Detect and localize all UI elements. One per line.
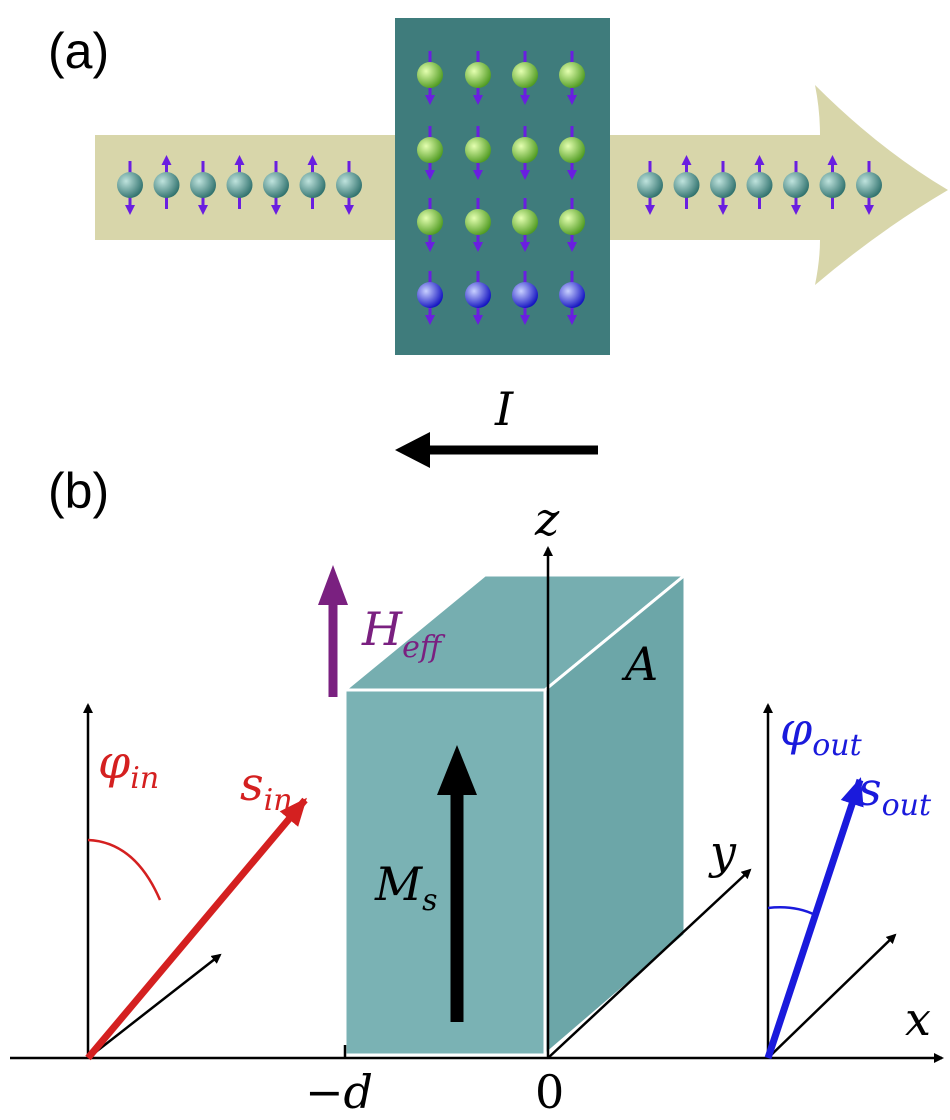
- spin-head: [198, 205, 208, 215]
- axis-label: 0: [535, 1065, 564, 1119]
- spin-head: [161, 155, 172, 165]
- spin-head: [125, 205, 135, 215]
- magnetization-label: Ms: [374, 857, 438, 918]
- spin-head: [681, 155, 692, 165]
- spin-head: [791, 205, 801, 215]
- spin-arrow: [764, 777, 864, 1060]
- spin-head: [234, 155, 245, 165]
- spin-sphere: [819, 172, 846, 198]
- axis-label: x: [905, 992, 931, 1046]
- spin-head: [473, 242, 483, 252]
- panel-label: (b): [48, 463, 109, 519]
- magnetization-arrowhead: [437, 745, 477, 795]
- spin-sphere: [263, 172, 289, 198]
- spin-sphere: [153, 172, 180, 198]
- spin-head: [520, 242, 530, 252]
- spin-sphere: [512, 282, 538, 308]
- spin-sphere: [783, 172, 809, 198]
- spin-head: [271, 205, 281, 215]
- spins: [117, 51, 882, 325]
- spin-sphere: [710, 172, 736, 198]
- spin-sphere: [190, 172, 216, 198]
- current-arrowhead: [395, 432, 430, 468]
- frame-axis: [87, 953, 222, 1059]
- frame-axis: [767, 933, 897, 1059]
- angle-arc: [87, 838, 162, 901]
- spin-head: [307, 155, 318, 165]
- field-arrowhead: [318, 565, 348, 605]
- spin-sphere: [746, 172, 773, 198]
- axis-label: y: [708, 825, 737, 879]
- spin-sphere: [465, 137, 491, 163]
- spin-head: [473, 315, 483, 325]
- spin-sphere: [465, 282, 491, 308]
- y-axis: [547, 868, 752, 1059]
- spin-sphere: [299, 172, 326, 198]
- spin-sphere: [465, 62, 491, 88]
- spin-sphere: [417, 282, 443, 308]
- spin-sphere: [512, 137, 538, 163]
- spin-head: [718, 205, 728, 215]
- spin-head: [645, 205, 655, 215]
- spin-sphere: [512, 209, 538, 235]
- spin-head: [827, 155, 838, 165]
- spin-head: [425, 170, 435, 180]
- spin-label: sin: [240, 757, 293, 818]
- spin-head: [520, 170, 530, 180]
- angle-label: φout: [780, 702, 863, 763]
- spin-sphere: [417, 209, 443, 235]
- spin-sphere: [417, 137, 443, 163]
- axis-label: −d: [305, 1065, 373, 1119]
- angle-label: φin: [98, 735, 159, 796]
- spin-head: [567, 242, 577, 252]
- spin-sphere: [117, 172, 143, 198]
- spin-head: [567, 315, 577, 325]
- spin-head: [425, 242, 435, 252]
- spin-head: [473, 95, 483, 105]
- spin-head: [425, 95, 435, 105]
- spin-sphere: [465, 209, 491, 235]
- current-label: I: [494, 382, 514, 436]
- angle-arc: [767, 906, 816, 917]
- spin-label: sout: [858, 762, 932, 823]
- spin-sphere: [673, 172, 700, 198]
- spin-sphere: [559, 62, 585, 88]
- spin-sphere: [559, 282, 585, 308]
- spin-head: [520, 95, 530, 105]
- spin-sphere: [512, 62, 538, 88]
- spin-sphere: [637, 172, 663, 198]
- spin-sphere: [559, 209, 585, 235]
- field-label: Heff: [361, 602, 446, 665]
- panel-label: (a): [48, 23, 109, 79]
- axis-label: z: [534, 492, 560, 546]
- spin-head: [520, 315, 530, 325]
- spin-arrow: [85, 797, 308, 1061]
- spin-head: [754, 155, 765, 165]
- spin-sphere: [226, 172, 253, 198]
- spin-head: [864, 205, 874, 215]
- spin-head: [473, 170, 483, 180]
- spin-sphere: [856, 172, 882, 198]
- spin-sphere: [559, 137, 585, 163]
- region-label: A: [621, 637, 658, 691]
- spin-sphere: [336, 172, 362, 198]
- spin-head: [344, 205, 354, 215]
- spin-head: [425, 315, 435, 325]
- spin-sphere: [417, 62, 443, 88]
- spin-head: [567, 95, 577, 105]
- box-front: [343, 688, 547, 1057]
- spin-head: [567, 170, 577, 180]
